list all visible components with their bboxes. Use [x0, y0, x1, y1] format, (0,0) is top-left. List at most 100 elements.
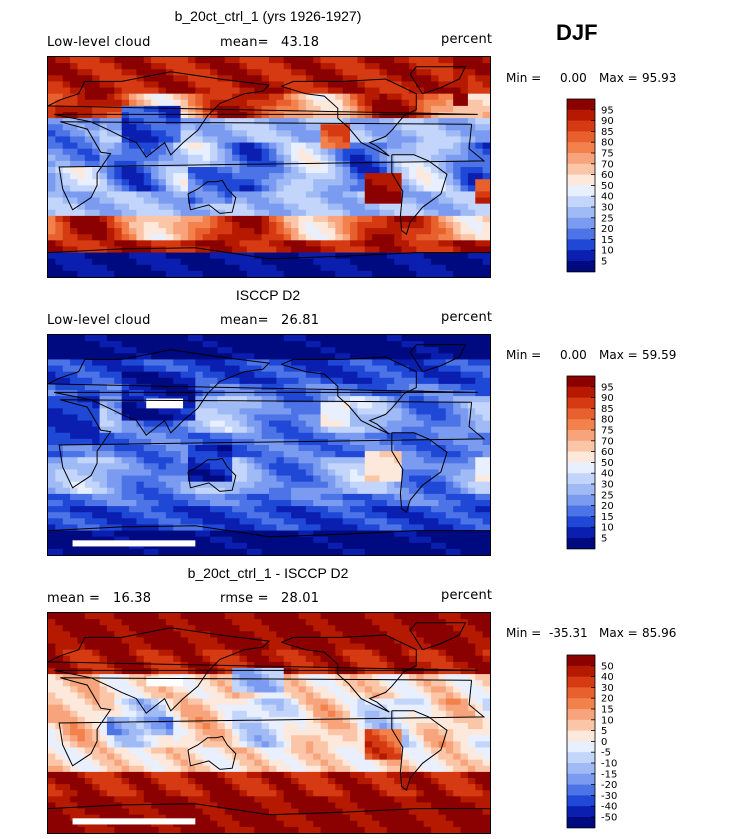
colorbar-2-tick-label: 10 [601, 523, 614, 534]
colorbar-1-tick-label: 40 [601, 192, 614, 203]
colorbar-2-swatch [567, 376, 595, 388]
panel-1-mean-value: 43.18 [281, 35, 320, 50]
panel-3-colorbar: 50 40 30 20 15 10 5 0 -5 -10 -15 -20 -30 -40 -50 [566, 654, 627, 829]
colorbar-1-swatch [567, 120, 595, 132]
colorbar-3-tick-label: -20 [601, 780, 617, 791]
panel-1-max-value: 95.93 [642, 71, 677, 85]
colorbar-1-swatch [567, 142, 595, 154]
panel-3-max-label: Max = [599, 626, 638, 640]
colorbar-1-tick-label: 30 [601, 203, 614, 214]
colorbar-2-tick-label: 40 [601, 469, 614, 480]
map-1-coastline [48, 71, 478, 158]
colorbar-2-tick-label: 85 [601, 404, 614, 415]
colorbar-3-swatch [567, 687, 595, 699]
colorbar-1-swatch [567, 99, 595, 111]
colorbar-3-swatch [567, 752, 595, 764]
map-2-coastline [409, 344, 467, 373]
map-1-coastline [281, 78, 417, 157]
colorbar-1-swatch [567, 228, 595, 240]
colorbar-2-tick-label: 80 [601, 415, 614, 426]
panel-2-map [47, 334, 491, 556]
colorbar-1-tick-label: 95 [601, 105, 614, 116]
colorbar-3-tick-label: 40 [601, 672, 614, 683]
colorbar-1-swatch [567, 261, 595, 273]
panel-3-mean-value: 16.38 [113, 591, 152, 606]
colorbar-2-swatch [567, 440, 595, 452]
colorbar-2-swatch [567, 451, 595, 463]
colorbar-3-tick-label: 0 [601, 737, 607, 748]
colorbar-2-tick-label: 70 [601, 436, 614, 447]
colorbar-2-tick-label: 25 [601, 490, 614, 501]
panel-2-max-label: Max = [599, 348, 638, 362]
map-3-coastline [281, 634, 417, 713]
panel-1-units: percent [441, 32, 493, 47]
colorbar-2-swatch [567, 538, 595, 550]
colorbar-3-tick-label: 20 [601, 694, 614, 705]
panel-1-min-label: Min = [506, 71, 542, 85]
colorbar-1-swatch [567, 239, 595, 251]
panel-2-max-value: 59.59 [642, 348, 677, 362]
panel-1-title: b_20ct_ctrl_1 (yrs 1926-1927) [174, 8, 362, 24]
colorbar-1-swatch [567, 196, 595, 208]
colorbar-3-tick-label: 15 [601, 705, 614, 716]
map-1-coastline [187, 179, 237, 214]
colorbar-1-swatch [567, 131, 595, 143]
panel-2-title: ISCCP D2 [235, 287, 301, 303]
colorbar-3-swatch [567, 784, 595, 796]
colorbar-1-tick-label: 80 [601, 138, 614, 149]
colorbar-1-tick-label: 50 [601, 181, 614, 192]
map-1-coastline [391, 154, 448, 236]
colorbar-3-swatch [567, 795, 595, 807]
panel-1-min-value: 0.00 [560, 71, 587, 85]
map-1-coastline [58, 121, 486, 211]
colorbar-2-tick-label: 95 [601, 382, 614, 393]
map-3-coastline [48, 627, 478, 714]
colorbar-3-tick-label: -40 [601, 802, 617, 813]
panel-1-max-label: Max = [599, 71, 638, 85]
map-2-missing-data [146, 398, 184, 409]
colorbar-3-swatch [567, 698, 595, 710]
panel-3-mean-label: mean = [47, 591, 101, 606]
colorbar-1-tick-label: 5 [601, 257, 607, 268]
map-2-coastline [187, 457, 237, 492]
colorbar-3-swatch [567, 817, 595, 829]
colorbar-3-tick-label: 5 [601, 726, 607, 737]
map-2-coastline [48, 525, 490, 538]
map-2-field [48, 335, 490, 555]
colorbar-3-swatch [567, 655, 595, 667]
colorbar-3-swatch [567, 676, 595, 688]
colorbar-2-swatch [567, 408, 595, 420]
map-1-coastline [48, 247, 490, 260]
colorbar-3-swatch [567, 763, 595, 775]
colorbar-2-tick-label: 5 [601, 534, 607, 545]
colorbar-2-swatch [567, 397, 595, 409]
panel-1-map [47, 56, 491, 278]
panel-3-max-value: 85.96 [642, 626, 677, 640]
colorbar-2-tick-label: 90 [601, 393, 614, 404]
panel-2-mean-value: 26.81 [281, 313, 320, 328]
colorbar-2-tick-label: 75 [601, 426, 614, 437]
colorbar-1-tick-label: 75 [601, 149, 614, 160]
colorbar-1-tick-label: 25 [601, 213, 614, 224]
colorbar-3-tick-label: -15 [601, 769, 617, 780]
colorbar-3-swatch [567, 719, 595, 731]
panel-2-min-label: Min = [506, 348, 542, 362]
panel-2-colorbar: 95 90 85 80 75 70 60 50 40 30 25 20 15 10 5 [566, 375, 627, 550]
panel-2-min-value: 0.00 [560, 348, 587, 362]
colorbar-1-swatch [567, 153, 595, 165]
panel-3-title: b_20ct_ctrl_1 - ISCCP D2 [187, 565, 349, 581]
map-3-coastline [58, 677, 486, 767]
map-3-missing-data [72, 818, 196, 825]
colorbar-1-swatch [567, 217, 595, 229]
colorbar-2-tick-label: 50 [601, 458, 614, 469]
colorbar-1-swatch [567, 109, 595, 121]
colorbar-3-tick-label: -5 [601, 748, 611, 759]
map-3-coastline [187, 735, 237, 770]
colorbar-2-swatch [567, 386, 595, 398]
panel-3-rmse-value: 28.01 [281, 591, 320, 606]
colorbar-3-tick-label: -10 [601, 759, 617, 770]
colorbar-3-swatch [567, 709, 595, 721]
panel-2-variable-label: Low-level cloud [47, 313, 151, 328]
panel-3-rmse-label: rmse = [220, 591, 269, 606]
panel-1-colorbar: 95 90 85 80 75 70 60 50 40 30 25 20 15 10 5 [566, 98, 627, 273]
